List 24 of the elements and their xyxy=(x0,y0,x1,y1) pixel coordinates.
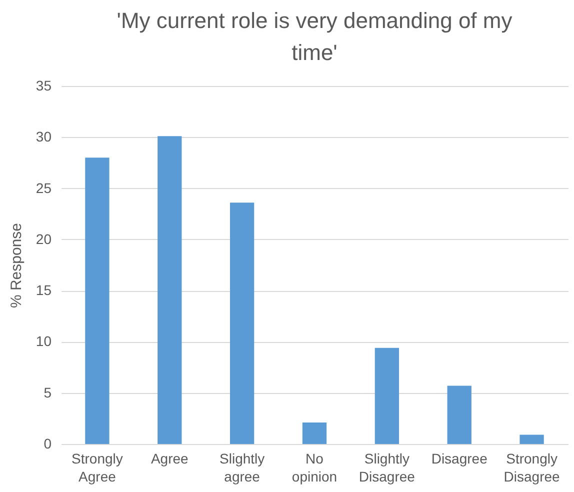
x-tick-label: Strongly Agree xyxy=(72,450,123,484)
x-tick-label: Agree xyxy=(150,450,189,466)
y-tick-label: 20 xyxy=(36,230,52,247)
y-tick-label: 30 xyxy=(36,128,52,145)
x-tick-label: Disagree xyxy=(431,450,488,466)
bar xyxy=(447,386,472,444)
y-tick-label: 0 xyxy=(44,436,52,452)
y-tick-label: 5 xyxy=(44,384,52,400)
bar xyxy=(374,348,399,444)
chart-title: 'My current role is very demanding of my time' xyxy=(116,8,512,65)
y-tick-label: 15 xyxy=(36,282,52,298)
bar xyxy=(520,434,544,444)
bar xyxy=(85,158,110,444)
x-tick-label: Slightly agree xyxy=(220,450,265,484)
y-tick-label: 35 xyxy=(36,78,52,94)
x-tick-label: No opinion xyxy=(292,450,338,484)
y-tick-label: 25 xyxy=(36,180,52,196)
bar xyxy=(158,136,182,444)
y-axis-title: % Response xyxy=(8,222,25,308)
bar xyxy=(302,422,327,444)
y-tick-label: 10 xyxy=(36,333,52,350)
x-tick-label: Strongly Disagree xyxy=(504,450,560,484)
x-tick-label: Slightly Disagree xyxy=(358,450,416,484)
bar xyxy=(230,202,254,444)
